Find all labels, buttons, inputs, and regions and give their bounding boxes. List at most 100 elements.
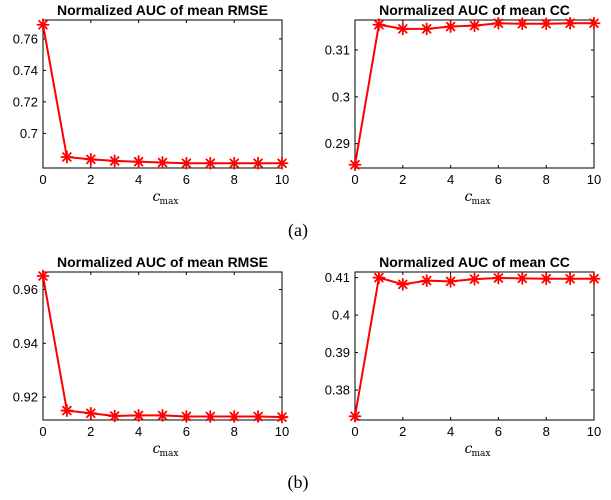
series-line	[354, 276, 594, 417]
x-axis-label: c	[465, 189, 473, 205]
caption-a: (a)	[288, 220, 308, 241]
data-point-marker	[227, 156, 241, 170]
y-tick-label: 0.96	[13, 282, 38, 297]
x-tick-label: 4	[447, 172, 454, 187]
chart-panel: Normalized AUC of mean CC 0 2 4 6 8 10 0.38 0.39…	[325, 254, 602, 459]
x-axis-label: c	[153, 189, 161, 205]
x-tick-label: 8	[543, 172, 550, 187]
x-tick-label: 0	[39, 172, 46, 187]
x-tick-label: 2	[87, 172, 94, 187]
data-point-marker	[36, 269, 50, 283]
data-point-marker	[539, 17, 553, 31]
data-point-marker	[156, 156, 169, 169]
x-axis-label-subscript: max	[160, 449, 179, 459]
x-axis-label-subscript: max	[160, 197, 179, 207]
data-point-marker	[84, 152, 98, 166]
series-line	[42, 275, 283, 419]
data-point-marker	[251, 410, 265, 423]
y-tick-label: 0.7	[20, 126, 38, 141]
data-point-marker	[491, 16, 505, 30]
x-tick-label: 10	[275, 424, 289, 439]
data-point-marker	[396, 277, 410, 291]
data-point-marker	[108, 409, 122, 423]
x-axis-label: c	[465, 441, 473, 457]
x-tick-label: 6	[495, 172, 502, 187]
y-tick-label: 0.76	[13, 31, 38, 46]
chart-panel: Normalized AUC of mean RMSE 0 2 4 6 8 10 0.7 0.7…	[13, 2, 290, 207]
data-point-marker	[60, 150, 74, 164]
series-line	[42, 24, 282, 165]
x-tick-label: 4	[447, 424, 454, 439]
data-point-marker	[515, 17, 529, 31]
y-tick-label: 0.4	[332, 308, 350, 323]
x-axis-label-subscript: max	[472, 197, 491, 207]
caption-b: (b)	[288, 472, 309, 493]
data-point-marker	[348, 158, 362, 172]
chart-title: Normalized AUC of mean RMSE	[57, 2, 268, 18]
data-point-marker	[372, 271, 386, 285]
data-point-marker	[563, 16, 577, 30]
x-tick-label: 8	[231, 424, 238, 439]
x-tick-label: 10	[275, 172, 289, 187]
data-point-marker	[563, 272, 577, 286]
data-point-marker	[372, 18, 386, 32]
data-point-marker	[179, 410, 193, 423]
chart-title: Normalized AUC of mean CC	[379, 254, 570, 270]
chart-title: Normalized AUC of mean CC	[379, 2, 570, 18]
y-tick-label: 0.38	[325, 383, 350, 398]
data-point-marker	[468, 272, 481, 286]
x-tick-label: 8	[231, 172, 238, 187]
plot-area	[354, 19, 595, 169]
data-point-marker	[515, 271, 529, 285]
x-axis-label: c	[153, 441, 161, 457]
x-tick-label: 10	[587, 424, 601, 439]
y-tick-label: 0.29	[325, 136, 350, 151]
data-point-marker	[420, 22, 434, 36]
chart-panel: Normalized AUC of mean RMSE 0 2 4 6 8 10 0.92 0.…	[13, 254, 290, 459]
data-point-marker	[179, 156, 193, 170]
x-tick-label: 6	[183, 172, 190, 187]
plot-area	[42, 271, 283, 421]
data-point-marker	[84, 406, 98, 420]
data-point-marker	[203, 156, 217, 170]
data-point-marker	[420, 274, 434, 288]
data-point-marker	[108, 154, 122, 168]
data-point-marker	[251, 156, 265, 170]
x-tick-label: 0	[351, 424, 358, 439]
data-point-marker	[539, 272, 553, 286]
data-point-marker	[227, 410, 241, 423]
y-tick-label: 0.94	[13, 336, 38, 351]
x-tick-label: 6	[183, 424, 190, 439]
series-line	[354, 22, 594, 165]
data-point-marker	[444, 274, 458, 288]
data-point-marker	[491, 271, 505, 285]
y-tick-label: 0.92	[13, 390, 38, 405]
x-axis-label-subscript: max	[472, 449, 491, 459]
chart-title: Normalized AUC of mean RMSE	[57, 254, 268, 270]
y-tick-label: 0.39	[325, 345, 350, 360]
data-point-marker	[587, 16, 601, 30]
data-point-marker	[36, 18, 50, 32]
x-tick-label: 6	[495, 424, 502, 439]
x-tick-label: 10	[587, 172, 601, 187]
x-tick-label: 2	[399, 424, 406, 439]
y-tick-label: 0.31	[325, 42, 350, 57]
x-tick-label: 2	[399, 172, 406, 187]
data-point-marker	[60, 404, 74, 417]
y-tick-label: 0.74	[13, 63, 38, 78]
data-point-marker	[275, 156, 289, 170]
plot-area	[354, 271, 595, 421]
data-point-marker	[348, 409, 362, 423]
y-tick-label: 0.72	[13, 94, 38, 109]
x-tick-label: 2	[87, 424, 94, 439]
data-point-marker	[468, 19, 481, 33]
data-point-marker	[275, 410, 289, 424]
x-tick-label: 4	[135, 424, 142, 439]
y-tick-label: 0.41	[325, 270, 350, 285]
x-tick-label: 8	[543, 424, 550, 439]
data-point-marker	[444, 20, 458, 33]
data-point-marker	[156, 409, 169, 422]
data-point-marker	[132, 409, 146, 422]
data-point-marker	[587, 272, 601, 286]
